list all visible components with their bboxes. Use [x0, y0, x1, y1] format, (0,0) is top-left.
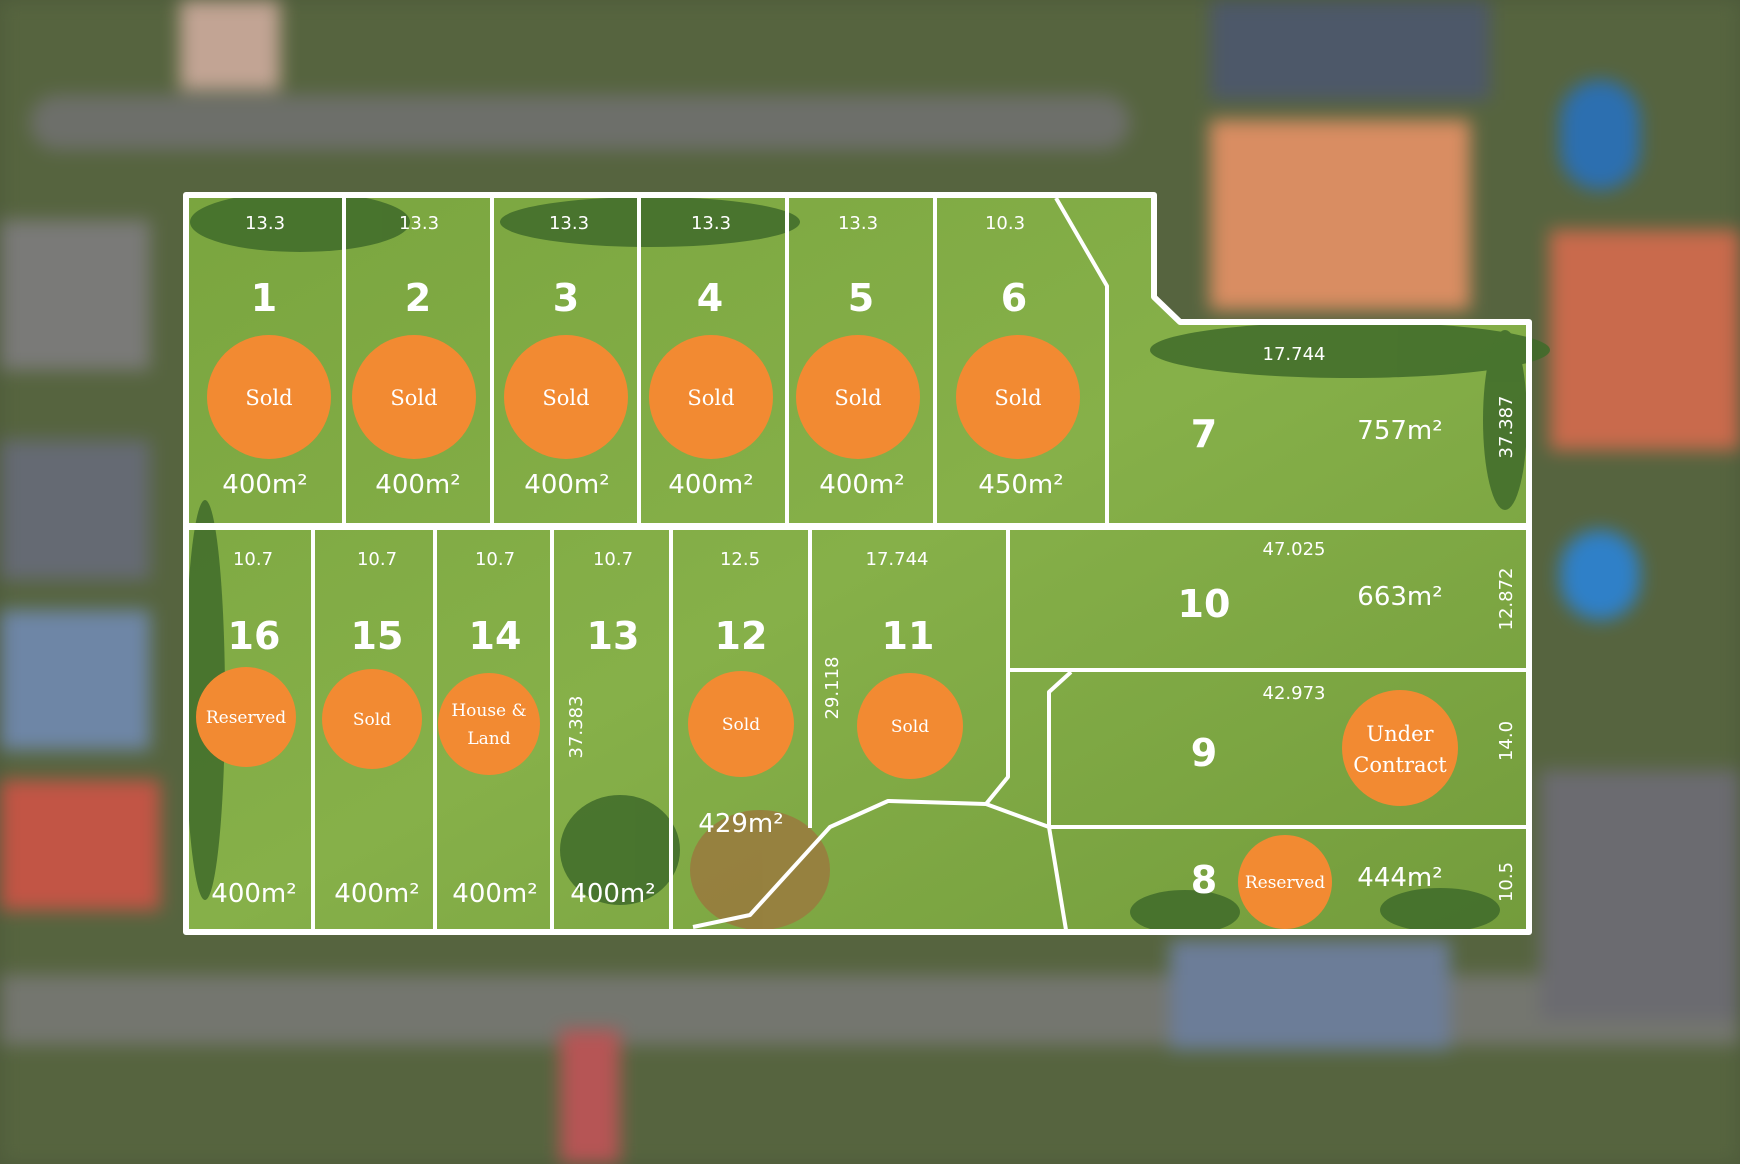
status-badge-circle [688, 671, 794, 777]
lot-7-number[interactable]: 7 [1191, 412, 1217, 456]
lot-16-area: 400m² [211, 879, 296, 909]
status-badge-circle [649, 335, 773, 459]
lot-11-number[interactable]: 11 [882, 614, 935, 658]
lot-8-number[interactable]: 8 [1191, 858, 1217, 902]
lot-4-frontage: 13.3 [691, 213, 731, 234]
lot-8-depth: 10.5 [1496, 862, 1517, 902]
lot-10-number[interactable]: 10 [1178, 582, 1231, 626]
lot-15-area: 400m² [334, 879, 419, 909]
lot-7-area: 757m² [1357, 416, 1442, 446]
status-label: Sold [994, 386, 1041, 410]
lot-6-frontage: 10.3 [985, 213, 1025, 234]
status-badge-circle [956, 335, 1080, 459]
lot-13-number[interactable]: 13 [587, 614, 640, 658]
lot-boundaries [183, 192, 1532, 935]
lot-5-number[interactable]: 5 [848, 276, 874, 320]
status-badge-circle [1238, 835, 1332, 929]
lot-6-status-badge[interactable]: Sold [956, 335, 1080, 459]
status-label: Sold [390, 386, 437, 410]
lot-9-number[interactable]: 9 [1191, 731, 1217, 775]
lot-areas: 400m² 400m² 400m² 400m² 400m² 450m² 757m… [211, 416, 1442, 909]
status-badge-circle [322, 669, 422, 769]
lot-10-area: 663m² [1357, 582, 1442, 612]
dimension-labels: 13.3 13.3 13.3 13.3 13.3 10.3 17.744 37.… [233, 213, 1517, 902]
lot-6-number[interactable]: 6 [1001, 276, 1027, 320]
lot-14-frontage: 10.7 [475, 549, 515, 570]
status-label: House & [451, 701, 526, 721]
lot-9-frontage: 42.973 [1263, 683, 1326, 704]
status-badges: Sold Sold Sold Sold Sold Sold Reserved S… [196, 335, 1458, 929]
lot-16-number[interactable]: 16 [228, 614, 281, 658]
lot-12-status-badge[interactable]: Sold [688, 671, 794, 777]
lot-12-area: 429m² [698, 809, 783, 839]
status-badge-circle [196, 667, 296, 767]
lot-11-depth: 29.118 [822, 657, 843, 720]
lot-14-number[interactable]: 14 [469, 614, 522, 658]
lot-2-status-badge[interactable]: Sold [352, 335, 476, 459]
lot-7-frontage: 17.744 [1263, 344, 1326, 365]
status-label: Contract [1353, 753, 1447, 777]
lot-1-number[interactable]: 1 [251, 276, 277, 320]
lot-2-area: 400m² [375, 470, 460, 500]
lot-2-frontage: 13.3 [399, 213, 439, 234]
lot-10-frontage: 47.025 [1263, 539, 1326, 560]
status-badge-circle [796, 335, 920, 459]
lot-9-status-badge[interactable]: Under Contract [1342, 690, 1458, 806]
lot-3-area: 400m² [524, 470, 609, 500]
lot-8-area: 444m² [1357, 863, 1442, 893]
lot-5-area: 400m² [819, 470, 904, 500]
status-label: Reserved [1245, 873, 1325, 893]
status-label: Sold [687, 386, 734, 410]
lot-4-area: 400m² [668, 470, 753, 500]
status-label: Sold [722, 715, 760, 735]
status-badge-circle [857, 673, 963, 779]
lot-1-frontage: 13.3 [245, 213, 285, 234]
status-badge-circle [504, 335, 628, 459]
lot-13-frontage: 10.7 [593, 549, 633, 570]
lot-1-status-badge[interactable]: Sold [207, 335, 331, 459]
status-label: Reserved [206, 708, 286, 728]
status-badge-circle [352, 335, 476, 459]
lot-3-number[interactable]: 3 [553, 276, 579, 320]
lot-1-area: 400m² [222, 470, 307, 500]
lot-9-depth: 14.0 [1496, 721, 1517, 761]
lot-14-status-badge[interactable]: House & Land [438, 673, 540, 775]
status-label: Sold [353, 710, 391, 730]
status-badge-circle [1342, 690, 1458, 806]
lot-12-number[interactable]: 12 [715, 614, 768, 658]
lot-4-number[interactable]: 4 [697, 276, 723, 320]
status-badge-circle [207, 335, 331, 459]
lot-15-status-badge[interactable]: Sold [322, 669, 422, 769]
status-label: Sold [245, 386, 292, 410]
lot-10-depth: 12.872 [1496, 568, 1517, 631]
lot-6-area: 450m² [978, 470, 1063, 500]
lot-5-frontage: 13.3 [838, 213, 878, 234]
lot-11-frontage: 17.744 [866, 549, 929, 570]
lot-numbers: 1 2 3 4 5 6 7 10 9 8 11 12 13 14 15 16 [228, 276, 1231, 902]
lot-7-depth: 37.387 [1496, 396, 1517, 459]
lot-16-frontage: 10.7 [233, 549, 273, 570]
lot-16-status-badge[interactable]: Reserved [196, 667, 296, 767]
status-badge-circle [438, 673, 540, 775]
status-label: Sold [891, 717, 929, 737]
lot-8-status-badge[interactable]: Reserved [1238, 835, 1332, 929]
lot-4-status-badge[interactable]: Sold [649, 335, 773, 459]
lot-12-frontage: 12.5 [720, 549, 760, 570]
lot-5-status-badge[interactable]: Sold [796, 335, 920, 459]
lot-2-number[interactable]: 2 [405, 276, 431, 320]
lot-13-area: 400m² [570, 879, 655, 909]
lot-15-number[interactable]: 15 [351, 614, 404, 658]
status-label: Sold [542, 386, 589, 410]
status-label: Land [467, 729, 510, 749]
lot-15-frontage: 10.7 [357, 549, 397, 570]
status-label: Under [1366, 722, 1434, 746]
trees [185, 192, 1550, 934]
lot-13-depth: 37.383 [566, 696, 587, 759]
lot-3-status-badge[interactable]: Sold [504, 335, 628, 459]
lot-3-frontage: 13.3 [549, 213, 589, 234]
status-label: Sold [834, 386, 881, 410]
lot-14-area: 400m² [452, 879, 537, 909]
lot-11-status-badge[interactable]: Sold [857, 673, 963, 779]
